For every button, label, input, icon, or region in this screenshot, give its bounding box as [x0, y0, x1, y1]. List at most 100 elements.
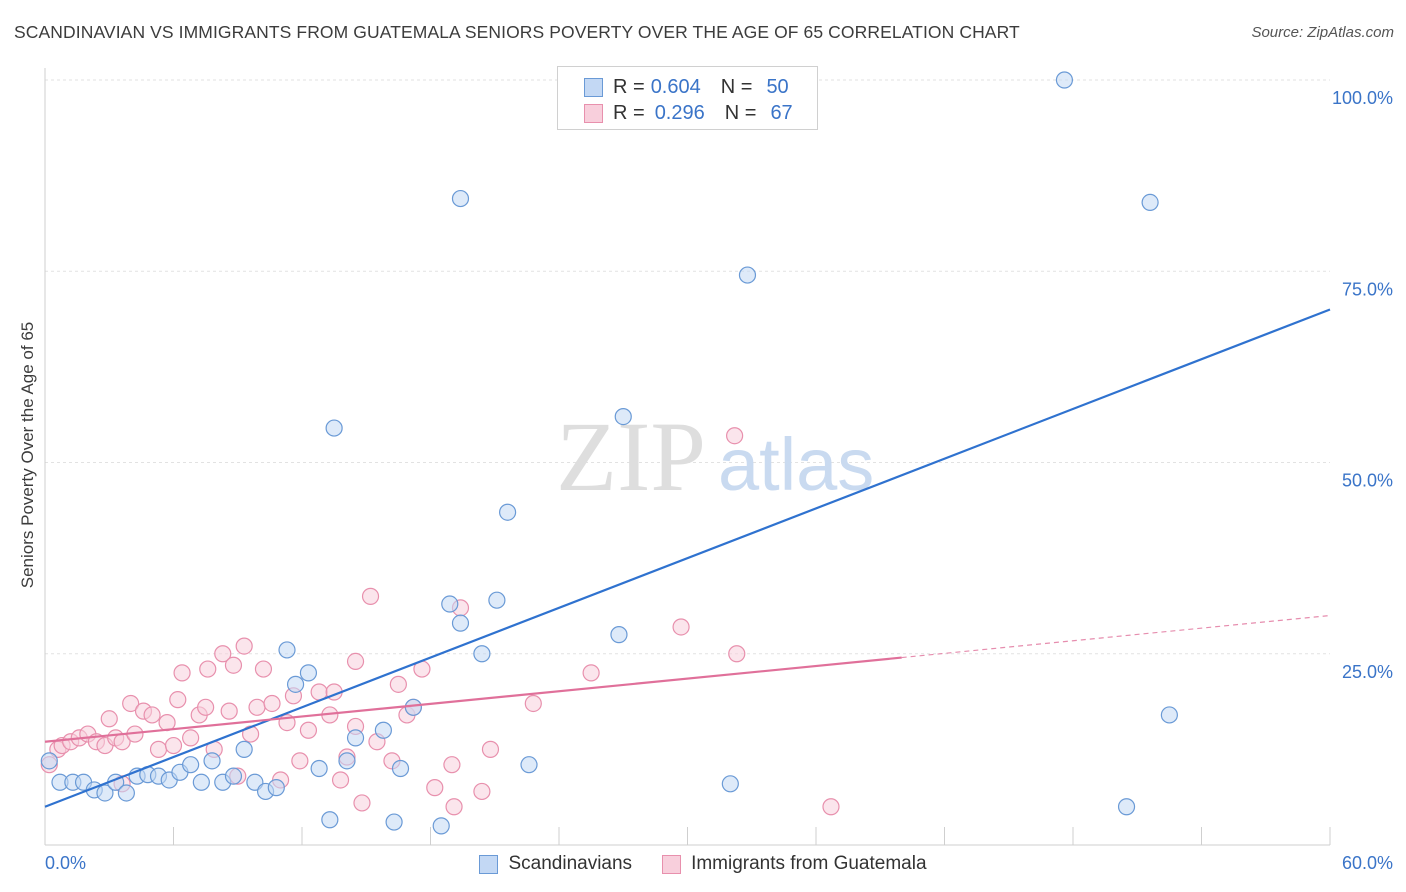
pink-swatch [584, 103, 603, 123]
legend-label: Immigrants from Guatemala [691, 853, 927, 874]
pink-data-point [389, 675, 407, 693]
pink-data-point [214, 645, 232, 663]
x-tick-label: 60.0% [1342, 853, 1393, 873]
pink-data-point [473, 782, 491, 801]
blue-data-point [404, 698, 422, 716]
blue-data-point [488, 591, 506, 609]
pink-trend-extension [901, 614, 1331, 659]
blue-data-point [1141, 193, 1159, 211]
blue-data-point [235, 740, 253, 758]
stats-legend: R = 0.604 N = 50 R = 0.296 N = 67 [557, 66, 818, 130]
blue-data-point [338, 752, 356, 770]
pink-data-point [331, 771, 350, 789]
blue-data-point [310, 759, 328, 778]
blue-trend-line [44, 308, 1331, 808]
pink-data-point [672, 618, 690, 636]
pink-data-point [220, 702, 238, 720]
n-label: N = [724, 101, 757, 124]
y-tick-label: 50.0% [1342, 471, 1393, 491]
n-value: 67 [770, 101, 793, 124]
pink-data-point [248, 698, 266, 716]
pink-data-point [346, 652, 365, 671]
legend-label: Scandinavians [508, 853, 633, 874]
blue-data-point [96, 784, 114, 802]
blue-data-point [610, 626, 628, 644]
series-blue-points [40, 71, 1178, 835]
blue-data-point [738, 266, 757, 284]
blue-data-point [614, 408, 632, 426]
series-legend: Scandinavians Immigrants from Guatemala [0, 852, 1406, 876]
pink-data-point [822, 798, 840, 816]
n-value: 50 [766, 75, 789, 98]
blue-data-point [1117, 798, 1136, 816]
pink-swatch [662, 854, 682, 874]
blue-data-point [40, 752, 58, 770]
pink-data-point [726, 427, 744, 445]
pink-data-point [728, 645, 746, 663]
blue-data-point [1055, 71, 1074, 89]
blue-data-point [451, 614, 470, 632]
blue-data-point [325, 419, 343, 437]
x-tick-label: 0.0% [45, 853, 86, 873]
pink-data-point [182, 729, 200, 747]
blue-data-point [473, 645, 491, 663]
pink-data-point [164, 736, 183, 755]
pink-data-point [173, 664, 191, 682]
blue-data-point [1160, 706, 1178, 724]
y-tick-label: 25.0% [1342, 662, 1393, 682]
blue-data-point [192, 773, 210, 791]
legend-item-guatemala: Immigrants from Guatemala [662, 852, 927, 876]
pink-data-point [361, 587, 380, 605]
pink-data-point [524, 694, 542, 713]
pink-data-point [122, 694, 140, 713]
y-tick-label: 100.0% [1332, 88, 1393, 108]
pink-data-point [445, 798, 463, 816]
watermark: ZIP atlas [556, 401, 874, 512]
blue-data-point [286, 675, 305, 693]
r-label: R = [613, 75, 645, 98]
chart-title: SCANDINAVIAN VS IMMIGRANTS FROM GUATEMAL… [14, 22, 1020, 42]
blue-data-point [224, 767, 243, 785]
pink-data-point [353, 794, 371, 812]
y-tick-label: 75.0% [1342, 279, 1393, 299]
pink-data-point [169, 691, 187, 709]
stats-row-scandinavians: R = 0.604 N = 50 [584, 75, 789, 99]
pink-data-point [143, 706, 161, 724]
pink-data-point [224, 656, 243, 674]
blue-data-point [520, 756, 538, 774]
blue-data-point [278, 641, 296, 659]
pink-data-point [263, 694, 281, 713]
blue-data-point [182, 756, 200, 774]
blue-data-point [299, 664, 318, 682]
pink-data-point [299, 721, 318, 739]
watermark-atlas: atlas [718, 423, 874, 506]
blue-data-point [391, 759, 410, 778]
blue-data-point [203, 752, 221, 770]
pink-data-point [443, 756, 461, 774]
legend-item-scandinavians: Scandinavians [479, 852, 632, 876]
blue-data-point [385, 813, 403, 831]
pink-data-point [481, 740, 500, 758]
blue-data-point [321, 811, 339, 829]
trend-lines [44, 308, 1331, 808]
blue-data-point [451, 189, 470, 208]
blue-data-point [117, 784, 135, 802]
pink-data-point [235, 637, 253, 655]
blue-data-point [721, 775, 739, 793]
blue-swatch [584, 77, 603, 97]
grid-layer [45, 79, 1330, 655]
pink-data-point [291, 752, 309, 770]
tick-labels: 25.0% 50.0% 75.0% 100.0% 0.0% 60.0% [45, 88, 1393, 873]
pink-data-point [149, 740, 168, 758]
pink-data-point [197, 698, 215, 716]
blue-swatch [479, 854, 499, 874]
blue-data-point [441, 595, 459, 613]
axis-layer [44, 68, 1331, 846]
r-value: 0.296 [654, 101, 705, 124]
blue-data-point [499, 503, 517, 521]
blue-data-point [374, 721, 392, 739]
pink-data-point [254, 660, 273, 678]
stats-row-guatemala: R = 0.296 N = 67 [584, 101, 793, 125]
pink-trend-line [44, 656, 902, 743]
